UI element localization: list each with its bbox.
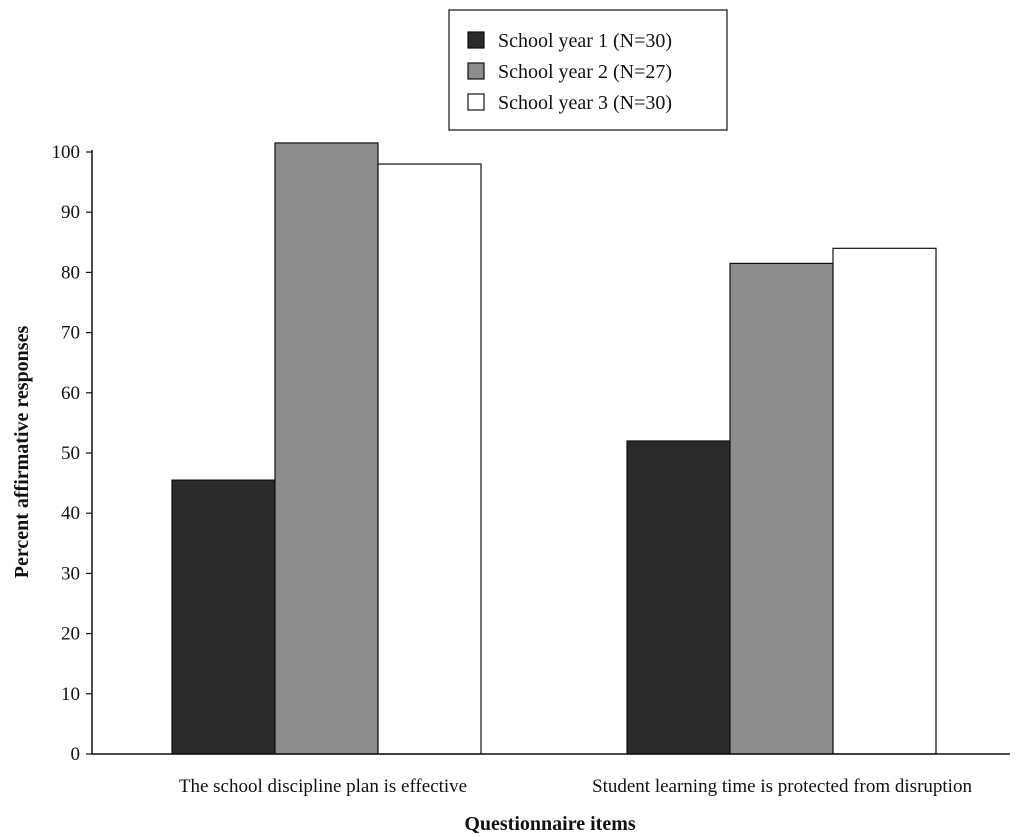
category-label: The school discipline plan is effective [179, 776, 467, 797]
legend-label: School year 2 (N=27) [498, 61, 672, 83]
bar-series-2-category-1 [274, 142, 379, 755]
legend-swatch [467, 31, 485, 49]
legend-swatch [467, 62, 485, 80]
bar-series-3-category-1 [377, 163, 482, 755]
y-tick-label: 70 [61, 323, 80, 344]
bars-group [171, 142, 937, 755]
y-tick-label: 30 [61, 563, 80, 584]
category-label: Student learning time is protected from … [592, 776, 972, 797]
y-tick-label: 80 [61, 262, 80, 283]
category-labels-group: The school discipline plan is effective S… [179, 776, 973, 797]
x-axis-title: Questionnaire items [464, 813, 636, 835]
y-tick-label: 0 [71, 744, 81, 765]
legend-swatch [467, 93, 485, 111]
y-tick-label: 40 [61, 503, 80, 524]
y-tick-label: 100 [52, 142, 81, 163]
y-ticks-group: 0 10 20 30 40 50 60 70 80 90 100 [52, 142, 92, 765]
bar-series-3-category-2 [832, 247, 937, 755]
bar-series-1-category-1 [171, 479, 276, 755]
y-tick-label: 50 [61, 443, 80, 464]
y-tick-label: 60 [61, 383, 80, 404]
legend-box [448, 9, 728, 131]
y-tick-label: 20 [61, 624, 80, 645]
y-tick-label: 90 [61, 202, 80, 223]
y-axis-title: Percent affirmative responses [11, 326, 33, 579]
y-tick-label: 10 [61, 684, 80, 705]
legend-label: School year 1 (N=30) [498, 30, 672, 52]
bar-series-1-category-2 [626, 440, 731, 755]
bar-series-2-category-2 [729, 262, 834, 755]
legend: School year 1 (N=30) School year 2 (N=27)… [448, 9, 728, 131]
legend-label: School year 3 (N=30) [498, 92, 672, 114]
